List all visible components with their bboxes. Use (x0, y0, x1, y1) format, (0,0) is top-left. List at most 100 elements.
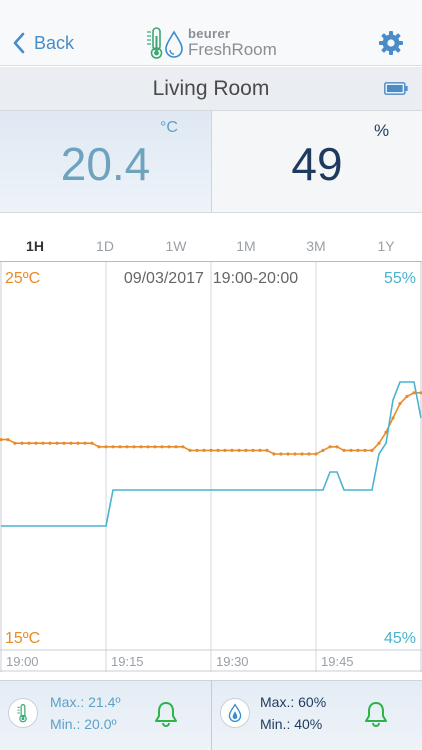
back-label: Back (34, 32, 75, 53)
droplet-icon (220, 698, 250, 728)
temperature-point (370, 448, 374, 452)
temperature-point (293, 452, 297, 456)
temperature-point (223, 448, 227, 452)
y-left-top-label: 25ºC (5, 270, 40, 287)
temperature-point (167, 445, 171, 449)
temperature-point (321, 448, 325, 452)
temperature-alarm-bell-icon[interactable] (152, 700, 180, 728)
temperature-point (174, 445, 178, 449)
chart-title: 09/03/2017 19:00-20:00 (124, 270, 298, 287)
temperature-point (251, 448, 255, 452)
temperature-point (118, 445, 122, 449)
thermo-drop-icon (147, 27, 183, 59)
temperature-unit: °C (160, 119, 178, 136)
temperature-point (209, 448, 213, 452)
chevron-left-icon (13, 32, 25, 54)
temperature-point (265, 448, 269, 452)
time-range-tabs: 1H 1D 1W 1M 3M 1Y (0, 232, 422, 260)
temperature-value: 20.4 (60, 138, 151, 190)
temperature-point (342, 448, 346, 452)
temperature-point (90, 441, 94, 445)
x-tick-label-3: 19:45 (321, 654, 354, 669)
tab-1h[interactable]: 1H (26, 238, 44, 254)
tab-3m[interactable]: 3M (306, 238, 326, 254)
temperature-point (69, 441, 73, 445)
chart-svg: 09/03/2017 19:00-20:00 25ºC 15ºC 55% 45%… (0, 262, 422, 672)
temperature-point (286, 452, 290, 456)
temperature-point (272, 452, 276, 456)
temperature-point (405, 394, 409, 398)
temperature-point (314, 452, 318, 456)
humidity-max: Max.: 60% (260, 694, 327, 710)
x-tick-label-1: 19:15 (111, 654, 144, 669)
room-header: Living Room (0, 67, 422, 111)
summary-divider (211, 680, 212, 750)
temperature-point (391, 416, 395, 420)
temperature-point (153, 445, 157, 449)
temperature-point (125, 445, 129, 449)
temperature-point (181, 445, 185, 449)
temperature-point (160, 445, 164, 449)
current-readings: °C 20.4 % 49 (0, 111, 422, 213)
y-right-bottom-label: 45% (384, 630, 416, 647)
history-chart[interactable]: 09/03/2017 19:00-20:00 25ºC 15ºC 55% 45%… (0, 262, 422, 672)
temperature-point (83, 441, 87, 445)
temperature-point (202, 448, 206, 452)
temperature-min: Min.: 20.0º (50, 716, 117, 732)
tab-1y[interactable]: 1Y (377, 238, 395, 254)
temperature-point (335, 445, 339, 449)
temperature-point (363, 448, 367, 452)
temperature-point (356, 448, 360, 452)
battery-icon (384, 82, 408, 95)
temperature-point (195, 448, 199, 452)
temperature-point (34, 441, 38, 445)
temperature-point (132, 445, 136, 449)
series-layer (0, 381, 422, 527)
temperature-point (412, 391, 416, 395)
brand-name: beurer (188, 26, 231, 41)
temperature-point (237, 448, 241, 452)
tab-1d[interactable]: 1D (96, 238, 114, 254)
humidity-alarm-bell-icon[interactable] (362, 700, 390, 728)
humidity-series-line (1, 381, 422, 527)
temperature-point (377, 441, 381, 445)
temperature-point (244, 448, 248, 452)
temperature-point (139, 445, 143, 449)
y-left-bottom-label: 15ºC (5, 630, 40, 647)
humidity-value: 49 (291, 138, 343, 190)
temperature-point (55, 441, 59, 445)
temperature-max: Max.: 21.4º (50, 694, 121, 710)
gear-icon[interactable] (378, 30, 404, 56)
temperature-point (146, 445, 150, 449)
temperature-point (258, 448, 262, 452)
temperature-point (349, 448, 353, 452)
temperature-point (384, 430, 388, 434)
humidity-min: Min.: 40% (260, 716, 323, 732)
temperature-point (328, 445, 332, 449)
tab-1w[interactable]: 1W (165, 238, 187, 254)
room-title: Living Room (152, 77, 270, 100)
temperature-point (97, 445, 101, 449)
back-button[interactable]: Back (12, 28, 74, 58)
readings-divider (211, 111, 212, 212)
temperature-point (300, 452, 304, 456)
temperature-point (76, 441, 80, 445)
temperature-point (188, 448, 192, 452)
temperature-point (20, 441, 24, 445)
temperature-point (27, 441, 31, 445)
temperature-point (216, 448, 220, 452)
humidity-reading[interactable]: % 49 (212, 111, 422, 212)
temperature-point (0, 438, 3, 442)
temperature-point (104, 445, 108, 449)
temperature-point (398, 402, 402, 406)
temperature-point (6, 438, 10, 442)
tab-1m[interactable]: 1M (236, 238, 256, 254)
temperature-point (13, 441, 17, 445)
temperature-point (307, 452, 311, 456)
temperature-reading[interactable]: °C 20.4 (0, 111, 211, 212)
temperature-point (230, 448, 234, 452)
app-logo: beurer FreshRoom (144, 24, 284, 62)
temperature-point (48, 441, 52, 445)
temperature-point (419, 391, 422, 395)
nav-bar: Back beurer FreshRoom (0, 0, 422, 66)
